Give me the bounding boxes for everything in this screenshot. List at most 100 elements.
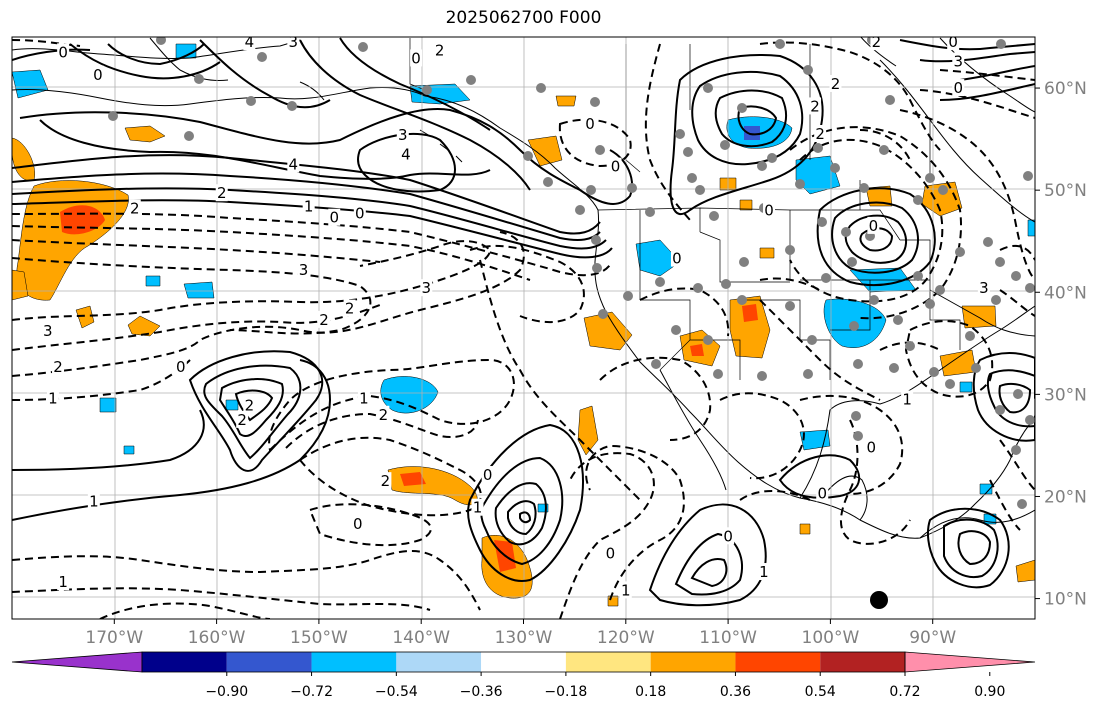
contour-label-bg xyxy=(236,410,249,428)
contour-label: 0 xyxy=(58,43,68,61)
colorbar-tick-label: −0.72 xyxy=(290,684,333,700)
contour-label-bg xyxy=(377,405,390,423)
colorbar-tick-label: −0.90 xyxy=(205,684,248,700)
contour-label-bg xyxy=(243,396,256,414)
contour-label-bg xyxy=(57,573,70,591)
contour-label: 2 xyxy=(53,358,63,376)
contour-label: 4 xyxy=(245,33,255,51)
contour-label: 0 xyxy=(411,49,421,67)
contour-label: 1 xyxy=(621,581,631,599)
contour-label-bg xyxy=(297,260,310,278)
longitude-tick-label: 100°W xyxy=(802,628,860,648)
contour-label-bg xyxy=(433,41,446,59)
contour-label-bg xyxy=(128,199,141,217)
contour-label-bg xyxy=(328,208,341,226)
contour-label-bg xyxy=(604,544,617,562)
contour-label: 0 xyxy=(93,66,103,84)
contour-label-bg xyxy=(353,204,366,222)
contour-label-bg xyxy=(351,515,364,533)
contour-label-bg xyxy=(870,37,883,51)
latitude-tick-label: 60°N xyxy=(1044,79,1087,99)
contour-label: 0 xyxy=(672,250,682,268)
contour-label: 3 xyxy=(979,279,989,297)
contour-label: 0 xyxy=(817,484,827,502)
contour-label: 1 xyxy=(902,390,912,408)
contour-label-bg xyxy=(865,438,878,456)
contour-label: 3 xyxy=(289,33,299,51)
longitude-tick-label: 90°W xyxy=(909,628,956,648)
contour-label-bg xyxy=(481,466,494,484)
contour-label: 0 xyxy=(353,515,363,533)
contour-label-bg xyxy=(420,279,433,297)
contour-label-bg xyxy=(396,126,409,144)
contour-label-bg xyxy=(46,389,59,407)
colorbar-tick-label: 0.54 xyxy=(805,684,836,700)
colorbar-segment xyxy=(735,652,821,672)
contour-label: 0 xyxy=(948,33,958,51)
contour-label: 0 xyxy=(606,545,616,563)
contour-label: 3 xyxy=(299,261,309,279)
contour-label-bg xyxy=(52,357,65,375)
contour-label: 1 xyxy=(759,563,769,581)
contour-label-bg xyxy=(215,184,228,202)
contour-label-bg xyxy=(809,97,822,115)
contour-label: 1 xyxy=(58,573,68,591)
latitude-axis: 60°N 50°N 40°N 30°N 20°N 10°N xyxy=(1035,79,1087,610)
contour-label: 2 xyxy=(217,184,227,202)
contour-label: 2 xyxy=(381,472,391,490)
colorbar-segment xyxy=(820,652,905,672)
dashed-contours xyxy=(12,39,1035,619)
contour-label-bg xyxy=(867,216,880,234)
contour-label: 4 xyxy=(289,156,299,174)
colorbar: −0.90 −0.72 −0.54 −0.36 −0.18 0.18 0.36 0.54 0.7… xyxy=(11,651,1036,700)
colorbar-tick-label: −0.18 xyxy=(544,684,587,700)
contour-label: 0 xyxy=(764,202,774,220)
contour-label: 4 xyxy=(401,145,411,163)
contour-label: 2 xyxy=(319,311,329,329)
colorbar-segment xyxy=(481,652,566,672)
contour-label: 0 xyxy=(329,209,339,227)
latitude-tick-label: 20°N xyxy=(1044,487,1087,507)
contour-label-bg xyxy=(343,299,356,317)
contour-label: 2 xyxy=(130,200,140,218)
contour-label: 0 xyxy=(355,205,365,223)
contour-label: 3 xyxy=(398,126,408,144)
contour-label-bg xyxy=(901,390,914,408)
colorbar-tick-label: 0.18 xyxy=(635,684,666,700)
colorbar-tick-label: 0.36 xyxy=(720,684,751,700)
colorbar-tick-label: 0.90 xyxy=(974,684,1005,700)
contour-label: 0 xyxy=(585,115,595,133)
colorbar-extend-min xyxy=(11,651,143,673)
colorbar-extend-max xyxy=(904,651,1036,673)
latitude-tick-label: 30°N xyxy=(1044,385,1087,405)
contour-label: 2 xyxy=(872,33,882,51)
contour-label-bg xyxy=(609,157,622,175)
contour-label: 0 xyxy=(611,158,621,176)
colorbar-outline xyxy=(141,651,906,673)
contour-label-bg xyxy=(174,357,187,375)
solid-contours xyxy=(12,37,1035,607)
contour-label-bg xyxy=(829,74,842,92)
contour-label-bg xyxy=(977,279,990,297)
longitude-tick-label: 150°W xyxy=(290,628,348,648)
contour-label: 1 xyxy=(473,499,483,517)
contour-label-bg xyxy=(410,49,423,67)
contour-label-bg xyxy=(814,125,827,142)
colorbar-segment xyxy=(142,652,227,672)
contour-label-bg xyxy=(763,201,776,219)
latitude-tick-label: 10°N xyxy=(1044,590,1087,610)
contour-label-bg xyxy=(399,145,412,163)
anomaly-patch-positive xyxy=(16,180,129,301)
colorbar-segment xyxy=(226,652,312,672)
contour-label: 0 xyxy=(869,217,879,235)
longitude-tick-label: 170°W xyxy=(85,628,143,648)
latitude-tick-label: 50°N xyxy=(1044,181,1087,201)
contour-label-bg xyxy=(91,65,104,83)
colorbar-segment xyxy=(396,652,482,672)
contour-label: 0 xyxy=(483,466,493,484)
contour-label-bg xyxy=(57,43,70,61)
contour-label: 0 xyxy=(723,527,733,545)
